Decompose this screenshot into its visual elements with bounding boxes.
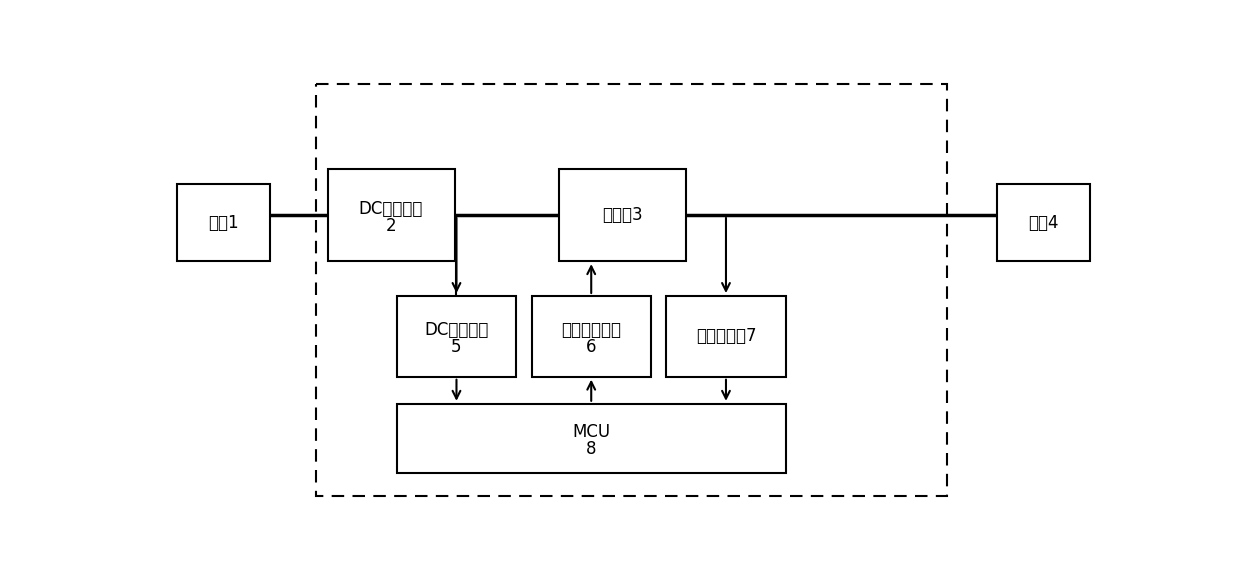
Bar [177, 185, 270, 261]
Text: 电流传感器7: 电流传感器7 [696, 327, 756, 346]
Text: DC链滤波器: DC链滤波器 [358, 200, 423, 218]
Bar [327, 169, 455, 261]
Bar [532, 296, 651, 377]
Text: 6: 6 [587, 338, 596, 356]
Text: DC链分压器: DC链分压器 [424, 321, 489, 339]
Text: 2: 2 [386, 217, 397, 235]
Text: 逆变器3: 逆变器3 [601, 206, 642, 224]
Bar [558, 169, 686, 261]
Text: 电源1: 电源1 [208, 214, 239, 231]
Text: 8: 8 [587, 440, 596, 458]
Bar [997, 185, 1090, 261]
Bar [316, 84, 947, 496]
Text: MCU: MCU [572, 423, 610, 441]
Text: 电机4: 电机4 [1028, 214, 1059, 231]
Bar [666, 296, 786, 377]
Bar [397, 404, 786, 473]
Bar [397, 296, 516, 377]
Text: 5: 5 [451, 338, 461, 356]
Text: 半桥驱动模块: 半桥驱动模块 [562, 321, 621, 339]
